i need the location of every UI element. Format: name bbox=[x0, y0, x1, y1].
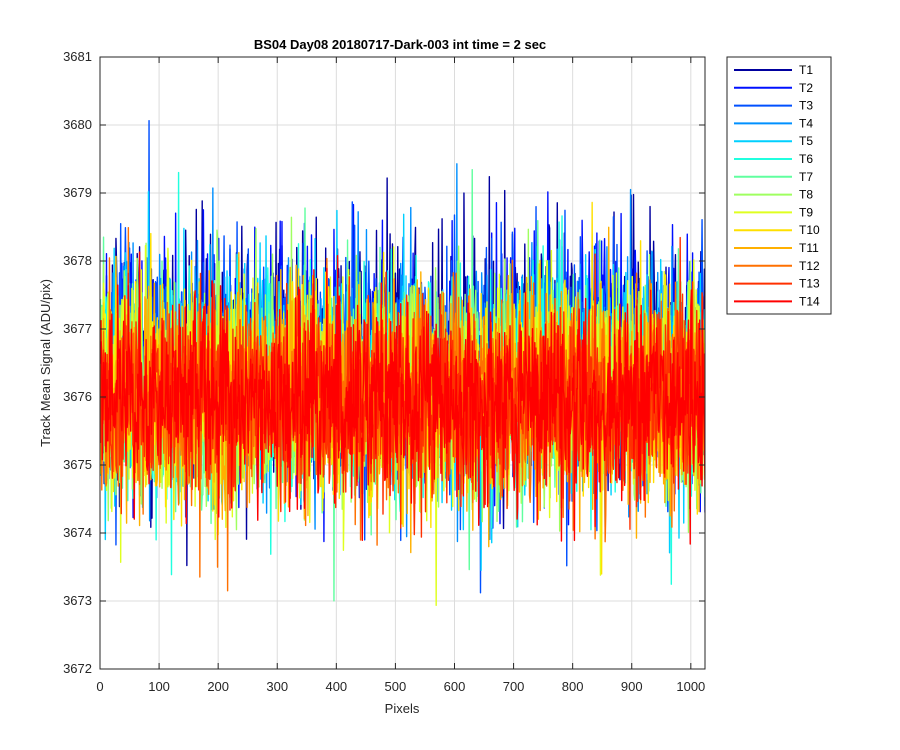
legend-label-t7: T7 bbox=[799, 170, 813, 184]
x-tick-label: 200 bbox=[207, 679, 229, 694]
x-tick-label: 500 bbox=[385, 679, 407, 694]
x-tick-label: 700 bbox=[503, 679, 525, 694]
y-tick-label: 3680 bbox=[63, 117, 92, 132]
legend-label-t9: T9 bbox=[799, 205, 813, 219]
y-tick-label: 3676 bbox=[63, 389, 92, 404]
y-tick-label: 3675 bbox=[63, 457, 92, 472]
legend-items: T1 T2 T3 T4 T5 T6 T7 T8 T9 T10 T11 T12 T13 T14 bbox=[734, 63, 820, 308]
legend-label-t11: T11 bbox=[799, 241, 819, 255]
plot-border bbox=[99, 56, 706, 670]
legend-label-t10: T10 bbox=[799, 223, 820, 237]
legend-label-t2: T2 bbox=[799, 81, 813, 95]
x-tick-label: 300 bbox=[266, 679, 288, 694]
x-axis-ticks: 0 100 200 300 400 500 600 700 800 900 1000 bbox=[96, 57, 705, 694]
legend-label-t8: T8 bbox=[799, 188, 813, 202]
y-axis-label: Track Mean Signal (ADU/pix) bbox=[38, 279, 53, 447]
legend-label-t1: T1 bbox=[799, 63, 813, 77]
y-tick-label: 3679 bbox=[63, 185, 92, 200]
y-tick-label: 3678 bbox=[63, 253, 92, 268]
x-tick-label: 0 bbox=[96, 679, 103, 694]
series-line-t13 bbox=[100, 236, 705, 538]
legend-label-t12: T12 bbox=[799, 259, 820, 273]
x-tick-label: 800 bbox=[562, 679, 584, 694]
chart-title: BS04 Day08 20180717-Dark-003 int time = … bbox=[254, 37, 546, 52]
y-tick-label: 3677 bbox=[63, 321, 92, 336]
x-tick-label: 100 bbox=[148, 679, 170, 694]
x-tick-label: 400 bbox=[325, 679, 347, 694]
y-tick-label: 3673 bbox=[63, 593, 92, 608]
legend-label-t13: T13 bbox=[799, 277, 820, 291]
x-tick-label: 1000 bbox=[676, 679, 705, 694]
x-axis-label: Pixels bbox=[385, 701, 420, 716]
legend-label-t6: T6 bbox=[799, 152, 813, 166]
legend-label-t5: T5 bbox=[799, 134, 813, 148]
y-tick-label: 3672 bbox=[63, 661, 92, 676]
y-tick-label: 3681 bbox=[63, 49, 92, 64]
series-line-t14 bbox=[100, 251, 705, 545]
x-tick-label: 900 bbox=[621, 679, 643, 694]
legend-label-t4: T4 bbox=[799, 116, 813, 130]
y-axis-ticks: 3672 3673 3674 3675 3676 3677 3678 3679 3680 3681 bbox=[63, 49, 705, 676]
x-tick-label: 600 bbox=[444, 679, 466, 694]
plot-area: 0 100 200 300 400 500 600 700 800 900 1000 3672367… bbox=[63, 49, 706, 694]
series-lines bbox=[100, 119, 705, 607]
legend-label-t3: T3 bbox=[799, 99, 813, 113]
y-tick-label: 3674 bbox=[63, 525, 92, 540]
legend: T1 T2 T3 T4 T5 T6 T7 T8 T9 T10 T11 T12 T13 T14 bbox=[726, 56, 832, 315]
legend-box bbox=[726, 56, 832, 315]
legend-label-t14: T14 bbox=[799, 294, 820, 308]
